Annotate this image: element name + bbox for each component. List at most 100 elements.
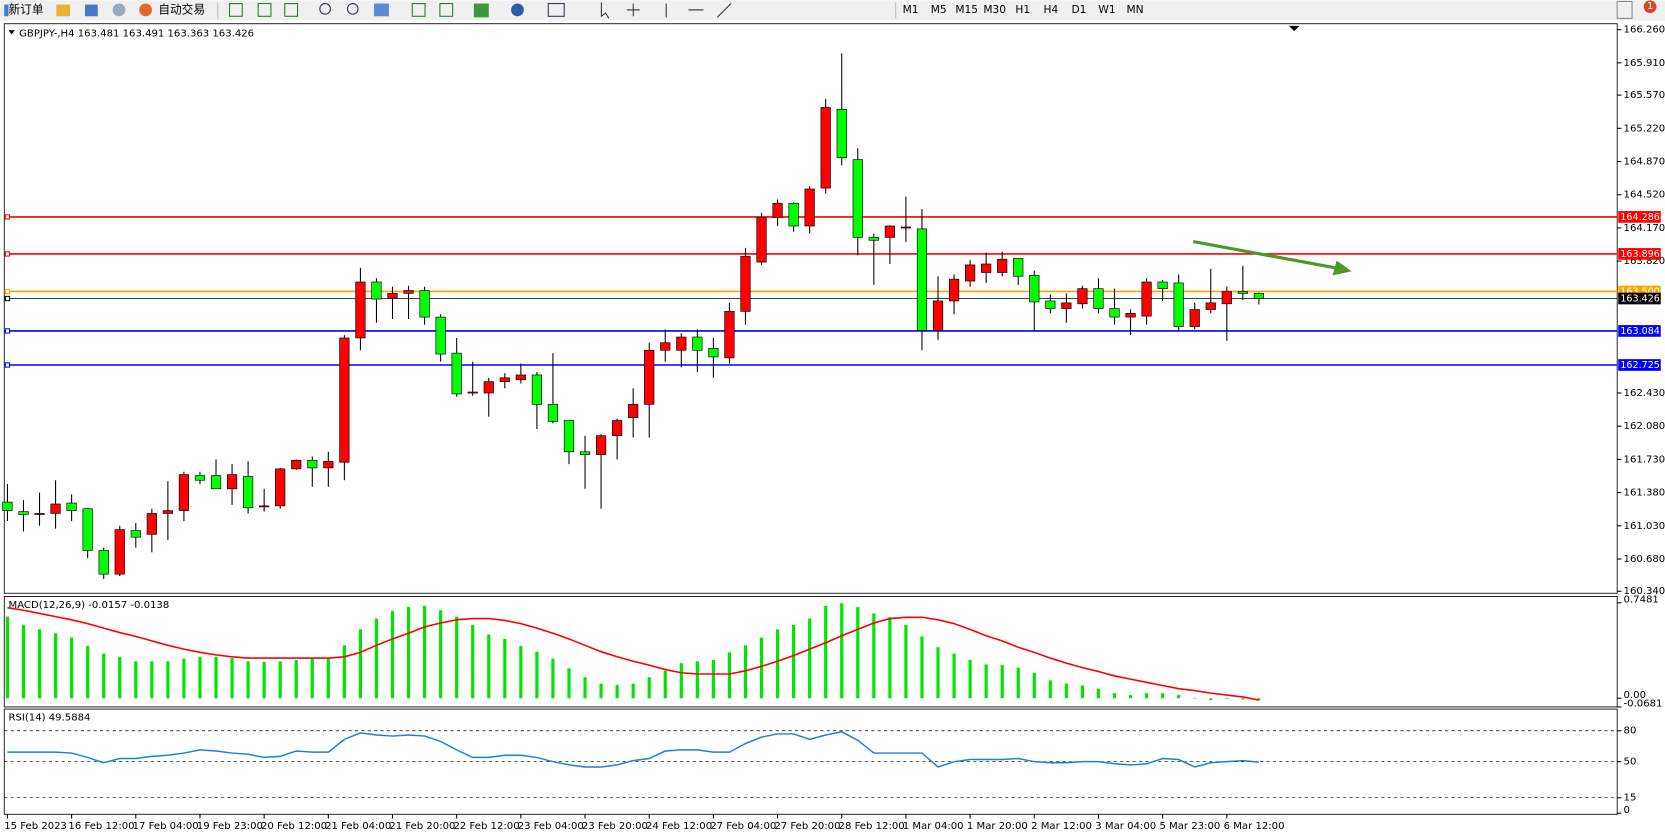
icon[interactable] <box>665 3 732 18</box>
macd-bar <box>808 618 812 699</box>
macd-bar <box>936 647 940 699</box>
macd-bar <box>246 661 250 699</box>
macd-bar <box>294 659 298 699</box>
x-tick-label: 17 Feb 04:00 <box>133 821 199 832</box>
x-tick-label: 28 Feb 12:00 <box>839 821 905 832</box>
icon[interactable] <box>319 3 331 15</box>
candle-body <box>772 202 783 218</box>
icon[interactable] <box>257 3 272 17</box>
candle-body <box>323 460 334 469</box>
macd-bar <box>1177 695 1181 699</box>
x-tick-label: 3 Mar 04:00 <box>1095 821 1156 832</box>
level-label-bg <box>1618 248 1661 260</box>
y-tick-label: 161.730 <box>1624 454 1665 465</box>
candle-body <box>66 502 77 511</box>
macd-bar <box>535 651 539 699</box>
macd-bar <box>663 670 667 699</box>
macd-bar <box>1064 683 1068 699</box>
x-tick-label: 23 Feb 04:00 <box>518 821 584 832</box>
candle-body <box>162 510 173 514</box>
level-handle <box>4 251 11 257</box>
y-tick-label: -0.0681 <box>1624 699 1663 710</box>
macd-bar <box>1209 698 1213 701</box>
level-label: 164.286 <box>1620 212 1659 223</box>
candle-body <box>34 513 45 515</box>
candle-body <box>1173 282 1184 327</box>
y-tick-label: 0.7481 <box>1624 595 1659 606</box>
candle-body <box>1077 288 1088 305</box>
new-order[interactable]: 新订单 <box>9 2 44 16</box>
timeframe-button[interactable]: D1 <box>1071 3 1086 16</box>
icon[interactable] <box>56 4 71 17</box>
icon[interactable] <box>547 3 565 17</box>
icon[interactable] <box>411 3 426 17</box>
macd-bar <box>53 633 58 699</box>
macd-bar <box>326 658 330 699</box>
icon[interactable] <box>112 3 126 17</box>
auto-trading[interactable]: 自动交易 <box>158 2 205 16</box>
timeframe-button[interactable]: M15 <box>955 3 978 16</box>
candle-body <box>612 420 623 436</box>
timeframe-button[interactable]: MN <box>1126 3 1143 16</box>
badge[interactable] <box>1643 0 1657 14</box>
candle-body <box>531 374 543 405</box>
timeframe-button[interactable]: M5 <box>931 3 947 16</box>
candle-body <box>451 352 462 395</box>
annotation-arrow <box>1192 239 1352 276</box>
x-tick-label: 16 Feb 12:00 <box>68 821 134 832</box>
macd-bar <box>775 629 780 699</box>
icon[interactable] <box>511 3 524 17</box>
x-tick-label: 22 Feb 12:00 <box>453 821 519 832</box>
candle-body <box>1237 291 1248 294</box>
macd-bar <box>631 683 635 699</box>
icon[interactable] <box>600 2 610 19</box>
candle-body <box>820 107 831 189</box>
level-handle <box>4 288 11 295</box>
icon[interactable] <box>626 3 640 17</box>
level-label-bg <box>1618 359 1661 371</box>
icon[interactable] <box>346 3 359 15</box>
candle-body <box>1013 257 1024 277</box>
candle-body <box>997 258 1008 273</box>
level-handle <box>4 362 11 368</box>
arrow-head <box>1332 260 1352 276</box>
timeframe-button[interactable]: H4 <box>1043 3 1058 16</box>
candle-body <box>644 349 655 405</box>
y-tick-label: 50 <box>1624 757 1637 768</box>
timeframe-button[interactable]: M30 <box>983 3 1006 16</box>
macd-bar <box>358 629 363 699</box>
timeframe-button[interactable]: H1 <box>1015 3 1030 16</box>
icon[interactable] <box>4 4 9 17</box>
macd-bar <box>439 610 443 699</box>
candle-body <box>1205 302 1216 310</box>
candle-body <box>1221 291 1232 305</box>
y-tick-label: 162.080 <box>1624 421 1665 432</box>
icon[interactable] <box>473 3 489 18</box>
icon[interactable] <box>439 3 454 17</box>
x-tick-label: 1 Mar 04:00 <box>903 821 964 832</box>
timeframe-button[interactable]: W1 <box>1098 3 1115 16</box>
timeframe-button[interactable]: M1 <box>903 3 919 16</box>
macd-bar <box>599 683 603 699</box>
search[interactable] <box>1616 0 1633 19</box>
icon[interactable] <box>139 3 152 17</box>
price-title: GBPJPY-,H4 163.481 163.491 163.363 163.4… <box>19 28 254 39</box>
candle-body <box>1029 275 1040 303</box>
candle-body <box>178 474 190 511</box>
icon[interactable] <box>85 4 98 17</box>
candle-body <box>628 404 639 418</box>
macd-bar <box>1032 672 1036 699</box>
candle-body <box>884 225 895 238</box>
macd-bar <box>86 645 90 699</box>
toolbar: 新订单 自动交易 1 <box>0 0 1665 21</box>
macd-bar <box>968 659 972 699</box>
candle-body <box>18 511 29 515</box>
icon[interactable] <box>228 3 243 17</box>
level-label-bg <box>1618 211 1661 223</box>
level-handle <box>4 295 11 302</box>
icon[interactable] <box>284 3 299 17</box>
icon[interactable] <box>374 3 389 17</box>
candle-body <box>1093 288 1104 309</box>
candle-body <box>852 159 863 238</box>
macd-bar <box>647 677 651 699</box>
